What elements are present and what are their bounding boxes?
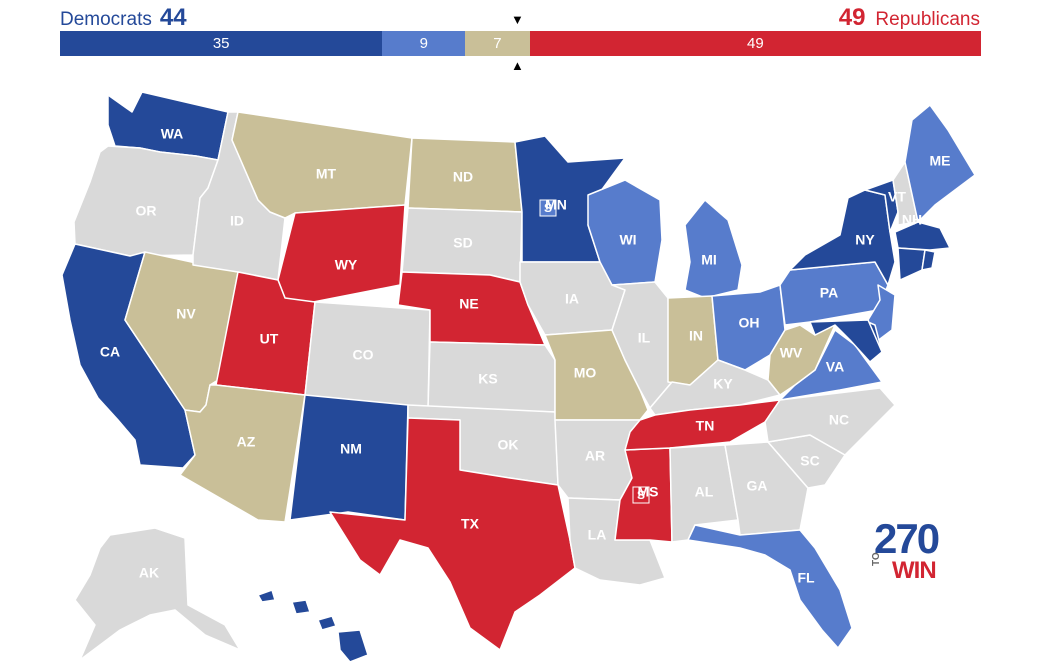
state-nm[interactable] [289, 394, 409, 521]
special-marker-ms[interactable] [632, 486, 650, 504]
state-az[interactable] [179, 384, 306, 523]
state-il[interactable] [611, 281, 673, 409]
state-ri[interactable] [921, 249, 936, 271]
state-ma[interactable] [894, 221, 951, 251]
state-md[interactable] [809, 319, 883, 363]
republicans-label: Republicans [875, 9, 980, 30]
270towin-logo[interactable]: 270 TO WIN [871, 515, 944, 584]
logo-270: 270 [874, 515, 940, 562]
state-me[interactable] [904, 104, 976, 223]
state-co[interactable] [304, 301, 431, 413]
state-ct[interactable] [897, 247, 926, 281]
state-nc[interactable] [764, 387, 896, 456]
state-wy[interactable] [277, 204, 406, 306]
state-tx[interactable] [329, 417, 576, 651]
bar-segment-3: 49 [529, 31, 981, 56]
bar-segment-0: 35 [60, 31, 383, 56]
state-ks[interactable] [427, 341, 556, 413]
bar-segment-2: 7 [465, 31, 530, 56]
state-vt[interactable] [864, 179, 899, 233]
democrats-total: 44 [159, 4, 187, 31]
republicans-header: 49 Republicans [839, 4, 980, 32]
bar-segment-1: 9 [382, 31, 466, 56]
state-mt[interactable] [231, 111, 413, 219]
republicans-total: 49 [838, 4, 866, 31]
state-mi[interactable] [684, 199, 743, 299]
state-label-hi: HI [315, 639, 329, 655]
logo-to: TO [871, 552, 882, 566]
majority-marker-bottom: ▲ [511, 58, 524, 73]
majority-marker-top: ▼ [511, 12, 524, 27]
democrats-label: Democrats [60, 9, 152, 30]
state-sd[interactable] [401, 207, 523, 283]
special-marker-mn[interactable] [539, 199, 557, 217]
state-nd[interactable] [407, 137, 523, 213]
logo-win: WIN [892, 557, 937, 584]
state-ak[interactable] [74, 527, 241, 661]
state-hi[interactable] [257, 589, 369, 663]
state-nh[interactable] [892, 161, 919, 226]
state-fl[interactable] [687, 524, 853, 649]
democrats-header: Democrats 44 [60, 4, 187, 32]
seat-balance-bar: 35 9 7 49 [60, 31, 981, 56]
